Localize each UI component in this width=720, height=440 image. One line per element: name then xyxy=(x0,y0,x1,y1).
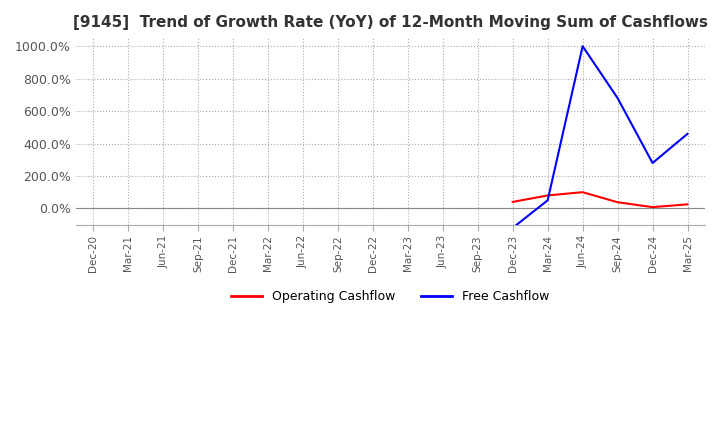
Legend: Operating Cashflow, Free Cashflow: Operating Cashflow, Free Cashflow xyxy=(226,285,554,308)
Title: [9145]  Trend of Growth Rate (YoY) of 12-Month Moving Sum of Cashflows: [9145] Trend of Growth Rate (YoY) of 12-… xyxy=(73,15,708,30)
